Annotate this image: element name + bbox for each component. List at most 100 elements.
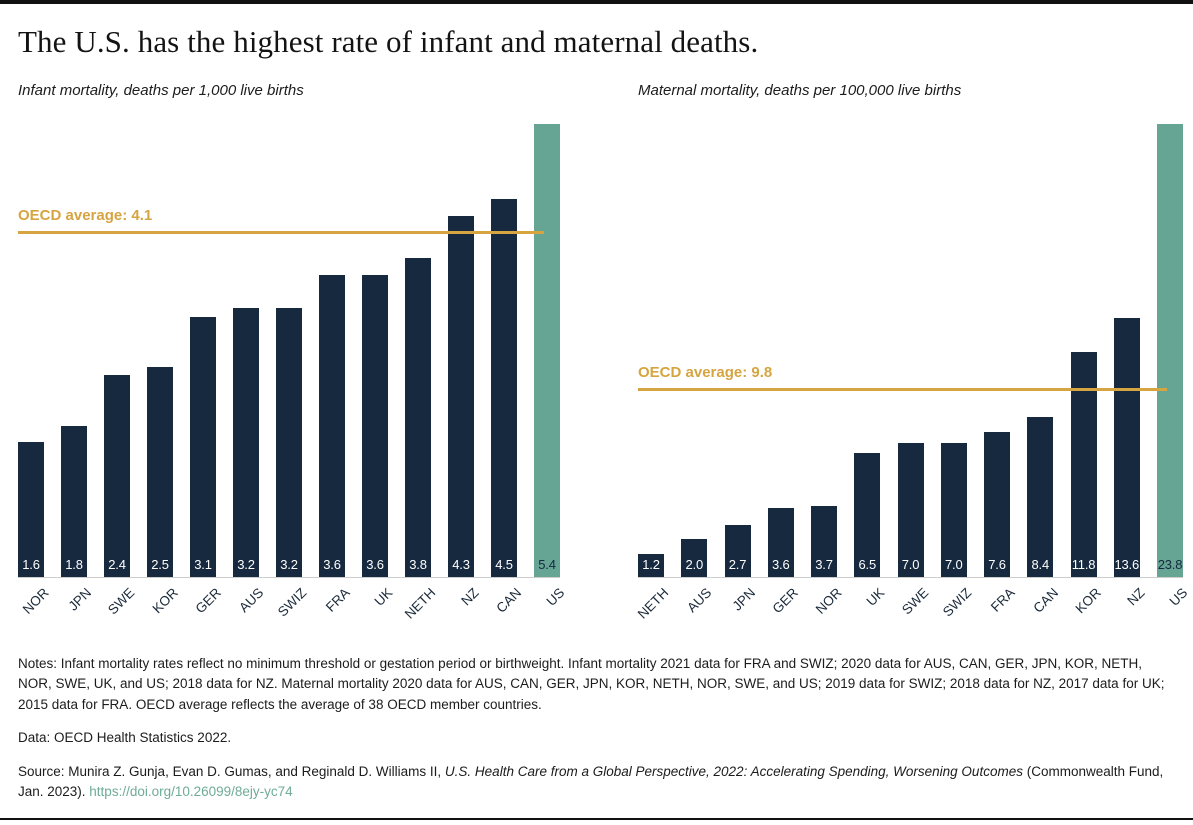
bar-value-label: 3.2 bbox=[280, 556, 298, 572]
x-tick-ger: GER bbox=[770, 584, 802, 616]
x-tick-swiz: SWIZ bbox=[275, 584, 310, 620]
x-tick-aus: AUS bbox=[236, 584, 267, 615]
bar-nz: 13.6 bbox=[1113, 317, 1140, 577]
bar-ger: 3.6 bbox=[767, 508, 794, 577]
bar-aus: 3.2 bbox=[233, 308, 259, 577]
source-text: Source: Munira Z. Gunja, Evan D. Gumas, … bbox=[18, 762, 1175, 803]
source-suffix: (Commonwealth Fund, Jan. 2023). bbox=[18, 763, 1164, 800]
charts-row: Infant mortality, deaths per 1,000 live … bbox=[18, 82, 1193, 630]
x-tick-us: US bbox=[1166, 584, 1191, 609]
bar-value-label: 3.8 bbox=[409, 556, 427, 572]
bar-uk: 3.6 bbox=[362, 274, 388, 577]
plot-area: OECD average: 4.1 1.6 1.8 2.4 2.5 3.1 3.2 3.2 3… bbox=[18, 123, 560, 578]
x-tick-kor: KOR bbox=[149, 584, 181, 616]
x-tick-jpn: JPN bbox=[65, 584, 95, 614]
x-tick-ger: GER bbox=[192, 584, 224, 616]
bar-aus: 2.0 bbox=[681, 538, 708, 577]
bar-neth: 1.2 bbox=[638, 553, 664, 577]
chart-subtitle: Infant mortality, deaths per 1,000 live … bbox=[18, 81, 304, 99]
bar-jpn: 1.8 bbox=[61, 425, 87, 577]
bar-value-label: 2.4 bbox=[108, 556, 126, 572]
bar-value-label: 3.6 bbox=[772, 556, 790, 572]
plot-area: OECD average: 9.8 1.2 2.0 2.7 3.6 3.7 6.5 7.0 7… bbox=[638, 123, 1183, 578]
bar-value-label: 11.8 bbox=[1071, 556, 1096, 572]
bar-swiz: 7.0 bbox=[940, 443, 967, 577]
x-tick-nz: NZ bbox=[458, 584, 482, 608]
x-tick-uk: UK bbox=[863, 584, 888, 609]
bar-value-label: 3.6 bbox=[366, 556, 384, 572]
bar-us: 23.8 bbox=[1157, 123, 1183, 577]
bar-kor: 11.8 bbox=[1070, 352, 1097, 577]
bottom-rule bbox=[0, 818, 1193, 820]
bar-fra: 7.6 bbox=[984, 432, 1010, 577]
bar-kor: 2.5 bbox=[147, 366, 173, 577]
x-tick-swe: SWE bbox=[898, 584, 932, 618]
x-tick-kor: KOR bbox=[1072, 584, 1105, 616]
top-rule bbox=[0, 0, 1193, 4]
oecd-label: OECD average: 9.8 bbox=[638, 364, 773, 382]
bar-can: 8.4 bbox=[1027, 416, 1054, 577]
bar-value-label: 13.6 bbox=[1114, 556, 1139, 572]
bar-value-label: 5.4 bbox=[538, 556, 556, 572]
bar-value-label: 7.6 bbox=[988, 556, 1006, 572]
bar-swiz: 3.2 bbox=[276, 308, 302, 577]
x-tick-fra: FRA bbox=[987, 584, 1018, 615]
bar-value-label: 4.5 bbox=[495, 556, 513, 572]
x-tick-nor: NOR bbox=[812, 584, 845, 617]
x-labels: NOR JPN SWE KOR GER AUS SWIZ FRA UK NETH NZ CAN US bbox=[18, 578, 568, 630]
x-tick-uk: UK bbox=[371, 584, 396, 609]
bar-nz: 4.3 bbox=[448, 215, 474, 577]
x-tick-aus: AUS bbox=[684, 584, 715, 615]
x-tick-nz: NZ bbox=[1124, 584, 1148, 608]
source-prefix: Source: Munira Z. Gunja, Evan D. Gumas, … bbox=[18, 763, 445, 779]
bar-value-label: 1.2 bbox=[642, 556, 660, 572]
bars: 1.2 2.0 2.7 3.6 3.7 6.5 7.0 7.0 7.6 8.4 11.8 13.6 23… bbox=[638, 123, 1183, 577]
bar-value-label: 1.6 bbox=[22, 556, 40, 572]
x-tick-swe: SWE bbox=[105, 584, 138, 618]
x-tick-swiz: SWIZ bbox=[939, 584, 975, 620]
x-tick-nor: NOR bbox=[19, 584, 52, 617]
bar-value-label: 1.8 bbox=[65, 556, 83, 572]
x-tick-can: CAN bbox=[1030, 584, 1061, 616]
bar-uk: 6.5 bbox=[854, 452, 881, 577]
bar-value-label: 6.5 bbox=[858, 556, 877, 572]
bar-value-label: 3.1 bbox=[194, 556, 212, 572]
bar-value-label: 3.7 bbox=[815, 556, 833, 572]
bar-fra: 3.6 bbox=[319, 274, 345, 577]
oecd-line bbox=[18, 230, 544, 234]
x-tick-can: CAN bbox=[493, 584, 525, 616]
bar-value-label: 4.3 bbox=[452, 556, 470, 572]
bar-us: 5.4 bbox=[534, 123, 560, 577]
x-labels: NETH AUS JPN GER NOR UK SWE SWIZ FRA CAN KOR NZ US bbox=[635, 578, 1191, 630]
bar-value-label: 2.0 bbox=[685, 556, 704, 572]
bar-neth: 3.8 bbox=[405, 257, 431, 577]
maternal-mortality-chart: Maternal mortality, deaths per 100,000 l… bbox=[635, 81, 1191, 630]
oecd-label: OECD average: 4.1 bbox=[18, 206, 153, 224]
chart-subtitle: Maternal mortality, deaths per 100,000 l… bbox=[638, 81, 962, 99]
bars: 1.6 1.8 2.4 2.5 3.1 3.2 3.2 3.6 3.6 3.8 4.3 4.5 5.4 bbox=[18, 123, 560, 577]
bar-value-label: 8.4 bbox=[1031, 556, 1050, 572]
x-tick-neth: NETH bbox=[635, 584, 672, 622]
bar-swe: 2.4 bbox=[104, 375, 130, 577]
page-title: The U.S. has the highest rate of infant … bbox=[18, 24, 759, 59]
bar-nor: 3.7 bbox=[811, 506, 837, 577]
notes-text: Notes: Infant mortality rates reflect no… bbox=[18, 655, 1165, 712]
data-credit-text: Data: OECD Health Statistics 2022. bbox=[18, 730, 232, 746]
x-tick-jpn: JPN bbox=[729, 584, 759, 614]
bar-jpn: 2.7 bbox=[724, 525, 751, 577]
bar-value-label: 3.6 bbox=[323, 556, 341, 572]
x-tick-us: US bbox=[543, 584, 568, 609]
bar-swe: 7.0 bbox=[897, 443, 924, 577]
x-tick-neth: NETH bbox=[402, 584, 439, 622]
source-publication-title: U.S. Health Care from a Global Perspecti… bbox=[444, 763, 1023, 779]
doi-link[interactable]: https://doi.org/10.26099/8ejy-yc74 bbox=[89, 784, 293, 800]
bar-value-label: 7.0 bbox=[901, 556, 920, 572]
x-tick-fra: FRA bbox=[322, 584, 353, 615]
infant-mortality-chart: Infant mortality, deaths per 1,000 live … bbox=[18, 81, 568, 630]
bar-value-label: 3.2 bbox=[237, 556, 255, 572]
bar-can: 4.5 bbox=[491, 199, 517, 577]
bar-value-label: 7.0 bbox=[945, 556, 963, 572]
bar-value-label: 2.5 bbox=[151, 556, 169, 572]
bar-value-label: 2.7 bbox=[728, 556, 747, 572]
